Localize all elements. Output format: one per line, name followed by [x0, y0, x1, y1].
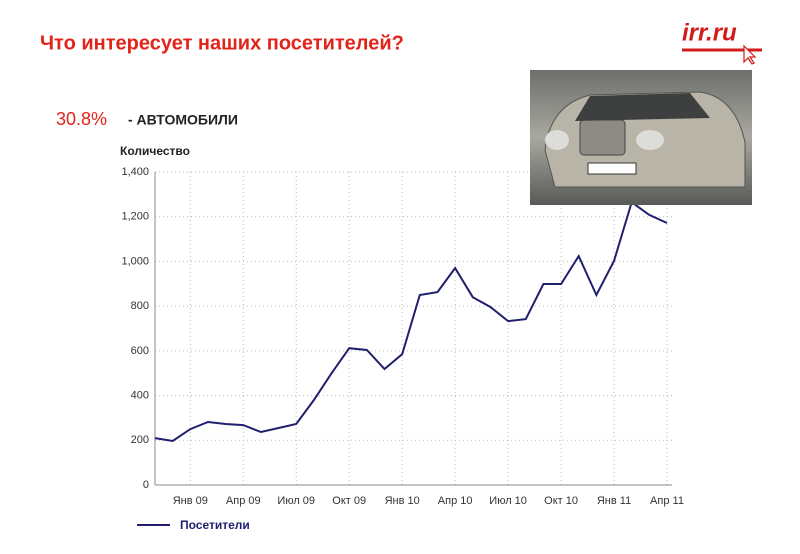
x-tick-label: Июл 09 [277, 495, 315, 507]
car-light [636, 130, 664, 150]
share: 30.8% [56, 109, 107, 129]
logo: irr.ru [682, 19, 737, 46]
y-tick-label: 800 [131, 300, 149, 312]
y-tick-label: 1,000 [121, 255, 149, 267]
y-axis-title: Количество [120, 144, 190, 158]
car-plate [587, 162, 637, 175]
x-tick-label: Янв 11 [597, 495, 631, 507]
x-tick-label: Окт 10 [544, 495, 578, 507]
topic: - АВТОМОБИЛИ [128, 112, 238, 128]
x-tick-label: Апр 11 [650, 495, 684, 507]
x-tick-label: Окт 09 [332, 495, 366, 507]
logo-cursor [743, 44, 757, 65]
x-tick-label: Янв 10 [385, 495, 420, 507]
x-tick-label: Апр 09 [226, 495, 261, 507]
x-tick-label: Янв 09 [173, 495, 208, 507]
y-tick-label: 200 [131, 434, 149, 446]
y-tick-label: 1,200 [121, 211, 149, 223]
y-tick-label: 400 [131, 389, 149, 401]
y-tick-label: 1,400 [121, 166, 149, 178]
car-photo [530, 70, 752, 205]
series-line [154, 200, 668, 443]
x-tick-label: Апр 10 [438, 495, 473, 507]
slide-title: Что интересует наших посетителей? [40, 32, 404, 54]
car-window [575, 93, 710, 121]
y-tick-label: 600 [131, 345, 149, 357]
legend-label: Посетители [180, 518, 250, 532]
car-light [545, 130, 569, 150]
chart: Количество 0 200 400 600 800 1,000 1,200 1,400 Ян… [120, 144, 684, 532]
car-grille [579, 119, 626, 156]
y-tick-label: 0 [143, 479, 149, 491]
x-tick-label: Июл 10 [489, 495, 527, 507]
